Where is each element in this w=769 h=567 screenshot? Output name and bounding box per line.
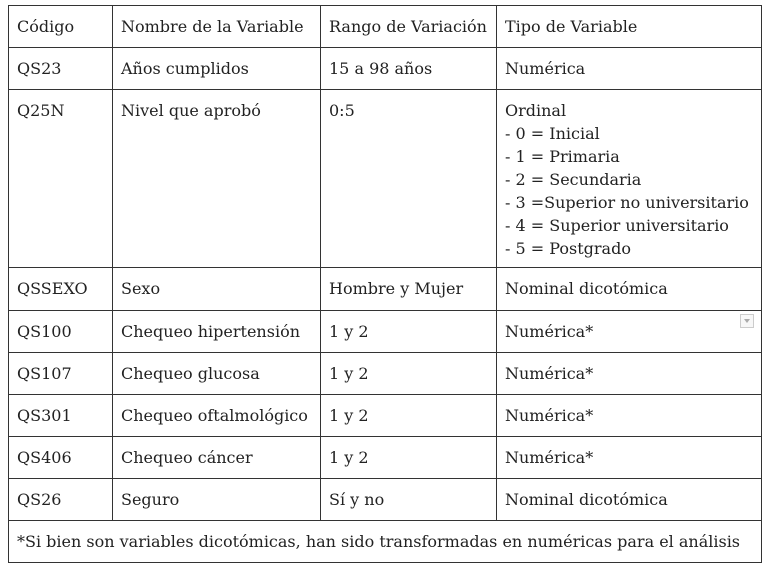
code-cell: QS100: [8, 309, 113, 353]
type-cell: Numérica*: [496, 309, 762, 353]
table-row: QSSEXO Sexo Hombre y Mujer Nominal dicot…: [8, 267, 762, 311]
name-cell: Chequeo oftalmológico: [112, 393, 321, 437]
header-cell: Tipo de Variable: [496, 4, 762, 49]
ordinal-option: - 0 = Inicial: [505, 124, 600, 144]
header-row: Código Nombre de la Variable Rango de Va…: [8, 4, 762, 49]
table-row: QS26 Seguro Sí y no Nominal dicotómica: [8, 477, 762, 521]
code-cell: QSSEXO: [8, 267, 113, 311]
range-cell: 1 y 2: [320, 309, 497, 353]
table-row: QS406 Chequeo cáncer 1 y 2 Numérica*: [8, 435, 762, 479]
type-cell: Ordinal - 0 = Inicial - 1 = Primaria - 2…: [496, 89, 762, 269]
ordinal-option: - 4 = Superior universitario: [505, 216, 729, 236]
name-cell: Chequeo glucosa: [112, 351, 321, 395]
name-cell: Años cumplidos: [112, 47, 321, 91]
header-cell: Rango de Variación: [320, 4, 497, 49]
variables-table: Código Nombre de la Variable Rango de Va…: [8, 4, 762, 564]
table-row: QS107 Chequeo glucosa 1 y 2 Numérica*: [8, 351, 762, 395]
header-cell: Nombre de la Variable: [112, 4, 321, 49]
code-cell: QS26: [8, 477, 113, 521]
table-row: QS100 Chequeo hipertensión 1 y 2 Numéric…: [8, 309, 762, 353]
name-cell: Chequeo hipertensión: [112, 309, 321, 353]
type-cell: Numérica*: [496, 393, 762, 437]
range-cell: 0:5: [320, 89, 497, 269]
code-cell: QS23: [8, 47, 113, 91]
footnote: *Si bien son variables dicotómicas, han …: [8, 519, 762, 564]
header-cell: Código: [8, 4, 113, 49]
ordinal-option: - 3 =Superior no universitario: [505, 193, 749, 213]
code-cell: QS107: [8, 351, 113, 395]
type-cell: Nominal dicotómica: [496, 477, 762, 521]
range-cell: 15 a 98 años: [320, 47, 497, 91]
name-cell: Seguro: [112, 477, 321, 521]
table-row: Q25N Nivel que aprobó 0:5 Ordinal - 0 = …: [8, 89, 762, 269]
range-cell: Sí y no: [320, 477, 497, 521]
type-cell: Numérica: [496, 47, 762, 91]
ordinal-option: - 5 = Postgrado: [505, 239, 631, 259]
name-cell: Nivel que aprobó: [112, 89, 321, 269]
code-cell: QS406: [8, 435, 113, 479]
type-label: Ordinal: [505, 101, 567, 121]
code-cell: QS301: [8, 393, 113, 437]
range-cell: 1 y 2: [320, 435, 497, 479]
name-cell: Sexo: [112, 267, 321, 311]
ordinal-option: - 1 = Primaria: [505, 147, 620, 167]
code-cell: Q25N: [8, 89, 113, 269]
type-cell: Numérica*: [496, 351, 762, 395]
type-cell: Numérica*: [496, 435, 762, 479]
range-cell: Hombre y Mujer: [320, 267, 497, 311]
range-cell: 1 y 2: [320, 393, 497, 437]
range-cell: 1 y 2: [320, 351, 497, 395]
type-cell: Nominal dicotómica: [496, 267, 762, 311]
ordinal-option: - 2 = Secundaria: [505, 170, 642, 190]
name-cell: Chequeo cáncer: [112, 435, 321, 479]
table-row: QS23 Años cumplidos 15 a 98 años Numéric…: [8, 47, 762, 91]
table-row: QS301 Chequeo oftalmológico 1 y 2 Numéri…: [8, 393, 762, 437]
chevron-down-icon[interactable]: [740, 314, 754, 328]
footnote-row: *Si bien son variables dicotómicas, han …: [8, 519, 762, 564]
